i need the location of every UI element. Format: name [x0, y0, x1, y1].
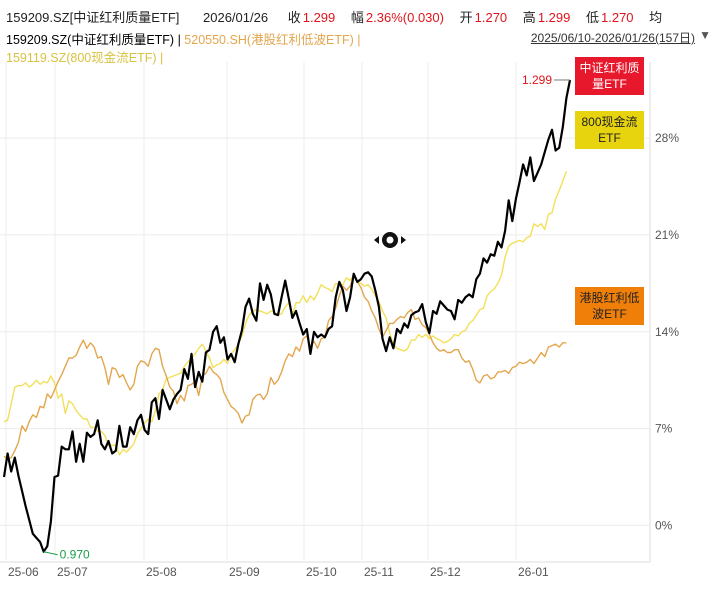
y-tick-label: 21%	[655, 228, 679, 242]
cursor-marker-center	[386, 236, 394, 244]
x-tick-label: 25-10	[306, 565, 337, 579]
series-line-2	[3, 275, 567, 460]
y-tick-label: 28%	[655, 131, 679, 145]
x-tick-label: 25-08	[146, 565, 177, 579]
high-label: 高	[522, 10, 536, 25]
legend-row: 159209.SZ(中证红利质量ETF) | 520550.SH(港股红利低波E…	[6, 29, 361, 48]
legend-row-2: 159119.SZ(800现金流ETF) |	[6, 47, 163, 66]
open-value: 1.270	[474, 10, 508, 25]
end-tag	[575, 57, 644, 95]
cursor-right-arrow-icon	[401, 236, 406, 244]
quote-row: 159209.SZ[中证红利质量ETF] 2026/01/26 收 1.299 幅…	[6, 7, 668, 26]
series-line-3	[3, 171, 568, 456]
end-tag	[575, 287, 644, 325]
close-value: 1.299	[302, 10, 336, 25]
end-tag-label: 800现金流	[581, 114, 637, 129]
x-tick-label: 25-09	[229, 565, 260, 579]
low-label: 低	[585, 10, 599, 25]
max-value-label: 1.299	[522, 73, 552, 87]
end-tag-label: 港股红利低	[579, 290, 639, 305]
x-tick-label: 25-12	[430, 565, 461, 579]
change-label: 幅	[350, 10, 364, 25]
cursor-left-arrow-icon	[374, 236, 379, 244]
change-value: 2.36%(0.030)	[365, 10, 444, 25]
end-tag-label: 量ETF	[592, 77, 627, 91]
high-value: 1.299	[537, 10, 571, 25]
y-tick-label: 7%	[655, 422, 673, 436]
end-tag	[575, 111, 644, 149]
chevron-down-icon[interactable]: ▼	[699, 28, 711, 42]
legend-series-2[interactable]: 520550.SH(港股红利低波ETF) |	[184, 33, 361, 47]
x-tick-label: 26-01	[518, 565, 549, 579]
series-line-1	[2, 79, 572, 553]
avg-label: 均	[649, 10, 663, 25]
date-range-selector[interactable]: 2025/06/10-2026/01/26(157日)	[530, 31, 695, 45]
open-label: 开	[459, 10, 473, 25]
x-tick-label: 25-07	[57, 565, 88, 579]
x-tick-label: 25-11	[364, 565, 394, 579]
quote-header: 159209.SZ[中证红利质量ETF] 2026/01/26 收 1.299 幅…	[0, 0, 719, 65]
legend-series-3[interactable]: 159119.SZ(800现金流ETF) |	[6, 51, 164, 65]
end-tag-label: 中证红利质	[579, 60, 639, 75]
min-pointer	[43, 551, 58, 556]
low-value: 1.270	[601, 10, 634, 25]
min-value-label: 0.970	[60, 548, 90, 562]
close-label: 收	[287, 10, 301, 25]
security-name: 159209.SZ[中证红利质量ETF]	[6, 10, 180, 25]
y-tick-label: 14%	[655, 325, 679, 339]
legend-series-1[interactable]: 159209.SZ(中证红利质量ETF) |	[6, 33, 181, 47]
quote-date: 2026/01/26	[203, 10, 269, 25]
y-tick-label: 0%	[655, 518, 673, 532]
end-tag-label: ETF	[598, 131, 621, 145]
end-tag-label: 波ETF	[592, 307, 627, 321]
x-tick-label: 25-06	[8, 565, 39, 579]
